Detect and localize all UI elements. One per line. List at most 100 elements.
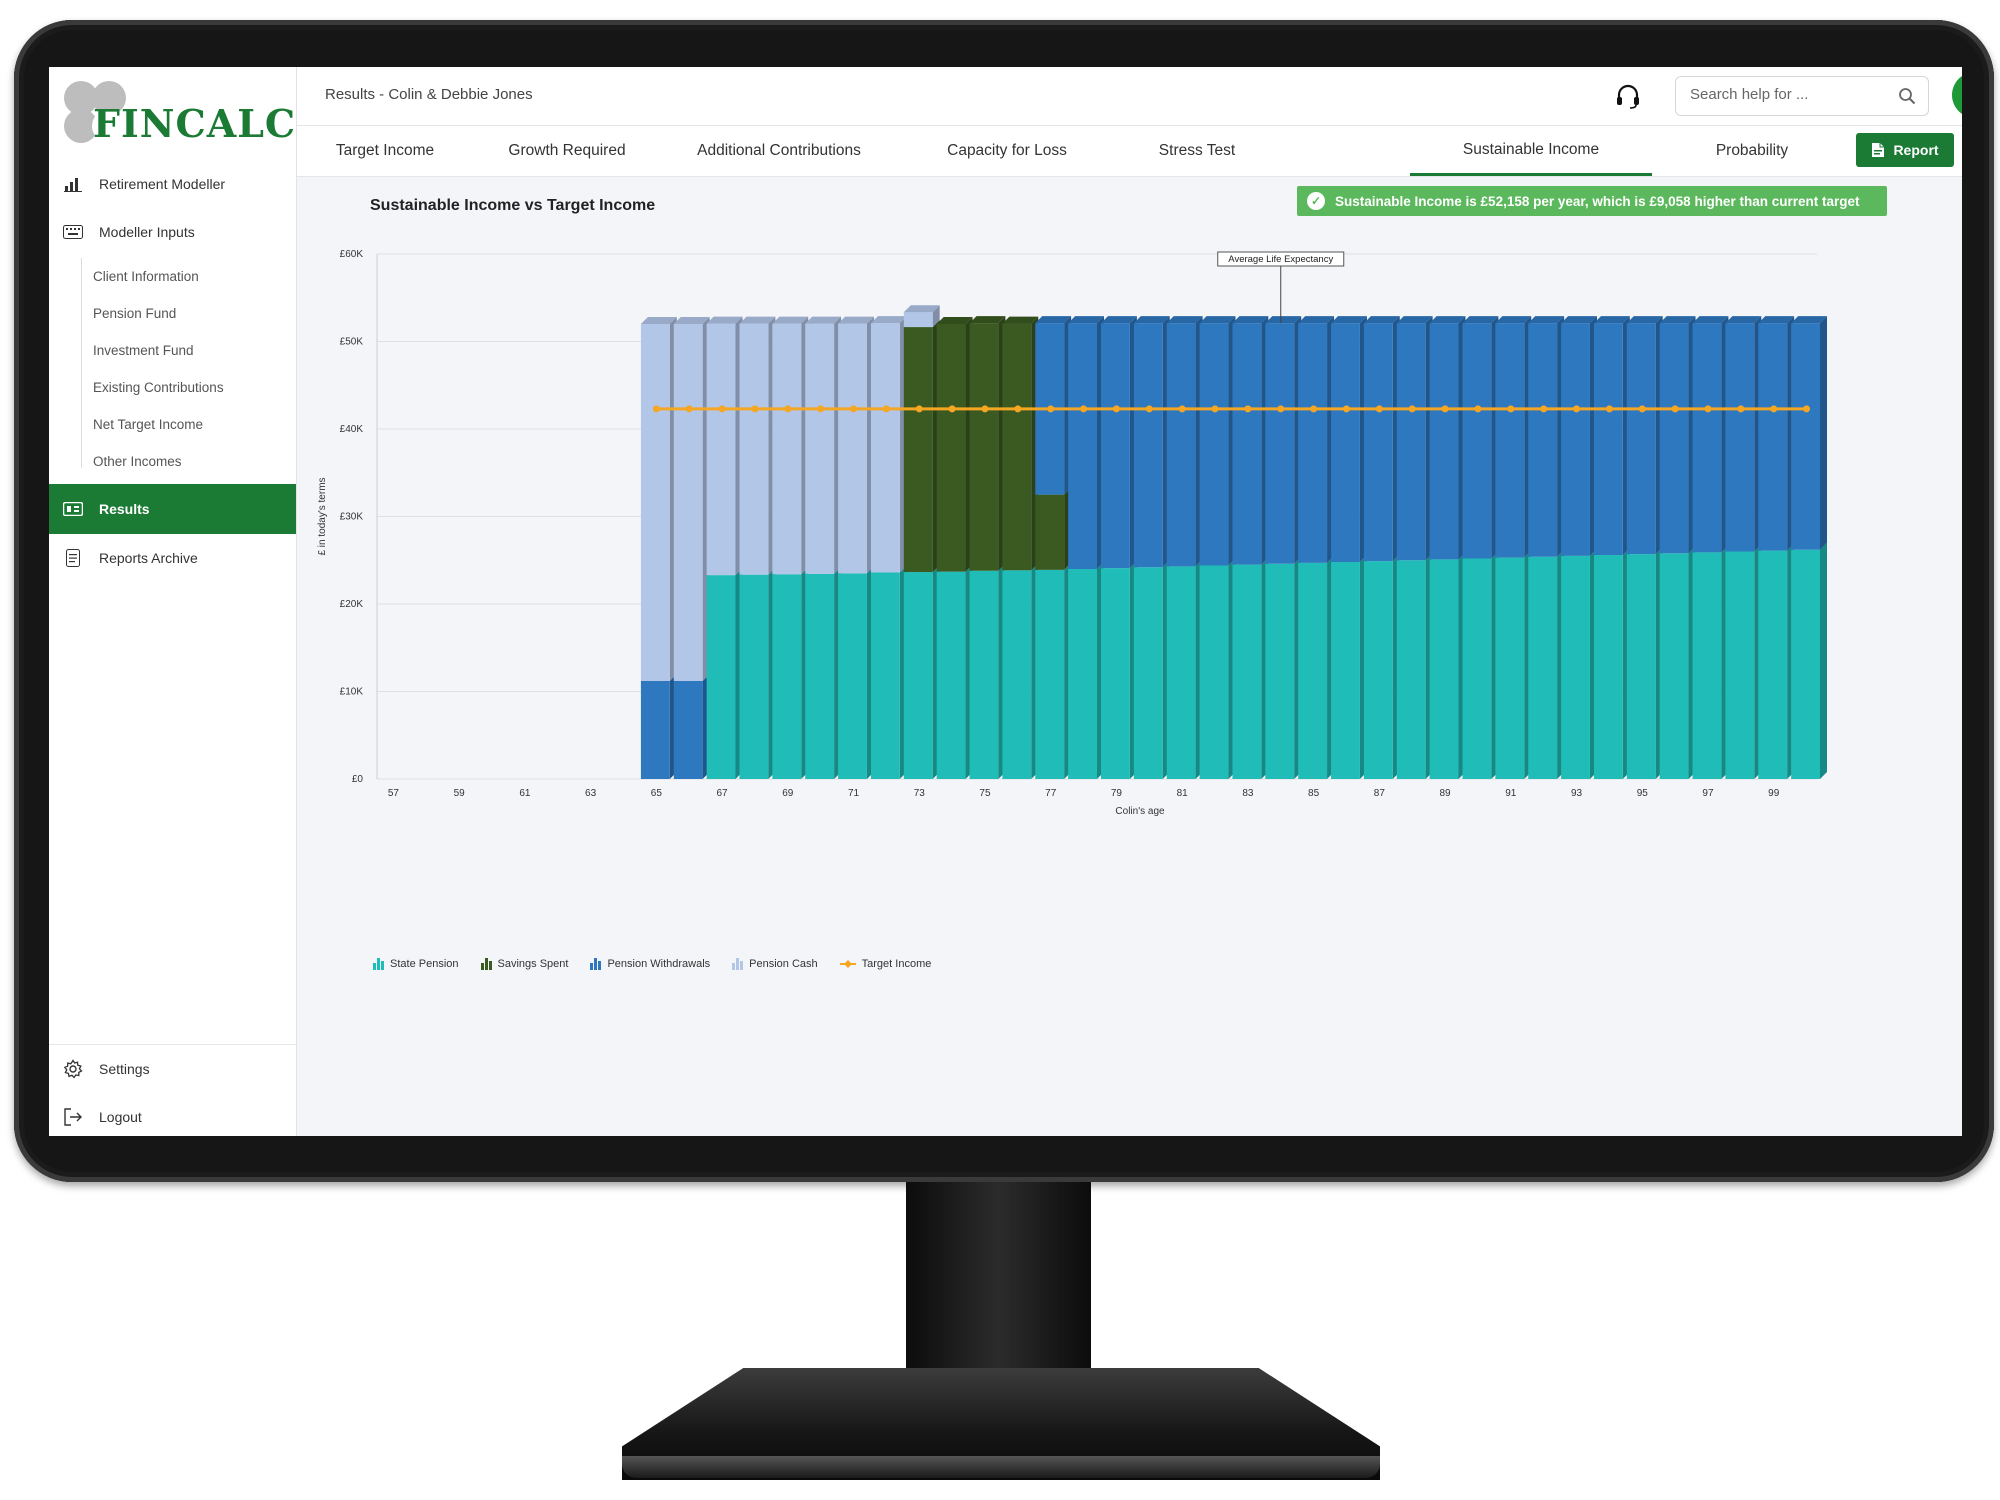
tab-growth-required[interactable]: Growth Required	[508, 142, 626, 159]
bar-segment	[1002, 570, 1032, 779]
sidebar-subitem-client-information[interactable]: Client Information	[93, 268, 199, 284]
legend-label: Pension Withdrawals	[607, 958, 711, 970]
sidebar-subitem-pension-fund[interactable]: Pension Fund	[93, 305, 177, 321]
bar-segment	[1692, 552, 1722, 779]
results-icon	[63, 499, 83, 519]
legend-item[interactable]: Savings Spent	[480, 958, 568, 970]
target-income-point	[652, 405, 660, 413]
bar-top	[838, 316, 874, 324]
search-box[interactable]	[1675, 76, 1929, 116]
target-income-point	[1441, 405, 1449, 413]
bar-chart-icon	[590, 958, 602, 970]
sidebar-item-modeller-inputs[interactable]: Modeller Inputs	[49, 208, 296, 256]
target-income-point	[1145, 405, 1153, 413]
target-income-point	[1342, 405, 1350, 413]
document-icon	[63, 548, 83, 568]
legend-item[interactable]: Pension Cash	[732, 958, 818, 970]
legend-item[interactable]: Target Income	[839, 958, 931, 970]
tab-capacity-for-loss[interactable]: Capacity for Loss	[947, 142, 1067, 159]
bar-segment	[1068, 569, 1097, 779]
bar-side	[932, 305, 940, 328]
sustainable-income-chart: £0 £10K £20K £30K £40K £50K £60K £ in today's t…	[317, 249, 1827, 817]
x-tick-label: 69	[782, 788, 794, 799]
sidebar-subitem-other-incomes[interactable]: Other Incomes	[93, 453, 182, 469]
target-income-point	[1408, 405, 1416, 413]
target-income-point	[882, 405, 890, 413]
bar-top	[1002, 316, 1039, 324]
x-tick-label: 65	[651, 788, 663, 799]
bar-segment	[1199, 323, 1229, 566]
logo-text: FINCALC	[93, 101, 297, 146]
y-tick-label: £0	[352, 774, 364, 785]
bar-segment	[1002, 323, 1032, 571]
bar-segment	[1133, 567, 1163, 779]
bar-segment	[772, 574, 802, 779]
bar-segment	[1166, 566, 1196, 779]
report-button[interactable]: Report	[1856, 133, 1954, 167]
fincalc-logo[interactable]: FINCALC	[59, 77, 295, 157]
sidebar-item-logout[interactable]: Logout	[49, 1093, 296, 1136]
bar-top	[1561, 316, 1597, 324]
sidebar-subitem-investment-fund[interactable]: Investment Fund	[93, 342, 194, 358]
bar-segment	[1659, 553, 1689, 779]
bar-segment	[1101, 568, 1130, 779]
legend-item[interactable]: State Pension	[373, 958, 459, 970]
bar-segment	[1133, 323, 1163, 568]
x-tick-label: 81	[1177, 788, 1189, 799]
bar-segment	[1758, 550, 1788, 779]
x-tick-label: 87	[1374, 788, 1386, 799]
sidebar-subitem-net-target-income[interactable]: Net Target Income	[93, 416, 204, 432]
tab-target-income[interactable]: Target Income	[335, 142, 435, 159]
search-icon[interactable]	[1898, 87, 1916, 105]
bar-segment	[739, 574, 769, 779]
bar-segment	[1725, 551, 1755, 779]
target-income-point	[1244, 405, 1252, 413]
bar-chart-icon	[732, 958, 744, 970]
user-avatar[interactable]: ML	[1952, 72, 1962, 118]
bar-top	[1528, 316, 1565, 324]
bar-top	[903, 305, 940, 313]
report-button-label: Report	[1893, 142, 1939, 158]
tab-probability[interactable]: Probability	[1715, 142, 1789, 159]
bar-segment	[1265, 323, 1295, 564]
legend-item[interactable]: Pension Withdrawals	[590, 958, 710, 970]
bar-segment	[1101, 323, 1130, 569]
bar-segment	[1298, 323, 1328, 563]
target-income-point	[1047, 405, 1055, 413]
bar-top	[1035, 316, 1072, 324]
bar-segment	[1068, 323, 1097, 569]
tab-sustainable-income[interactable]: Sustainable Income	[1410, 126, 1652, 176]
bar-chart-icon	[373, 958, 384, 970]
x-tick-label: 83	[1242, 788, 1254, 799]
x-tick-label: 95	[1637, 788, 1649, 799]
top-header: Results - Colin & Debbie Jones ML ▼	[297, 67, 1962, 126]
sidebar-item-settings[interactable]: Settings	[49, 1045, 296, 1093]
bar-top	[1331, 316, 1367, 324]
sidebar-item-reports-archive[interactable]: Reports Archive	[49, 534, 296, 582]
sidebar-subitem-existing-contributions[interactable]: Existing Contributions	[93, 379, 224, 395]
x-tick-label: 97	[1702, 788, 1714, 799]
target-income-point	[1277, 405, 1285, 413]
target-income-point	[1803, 405, 1811, 413]
bar-segment	[838, 323, 867, 574]
sidebar-item-retirement-modeller[interactable]: Retirement Modeller	[49, 160, 296, 208]
target-income-point	[1375, 405, 1383, 413]
annotation-box	[1217, 251, 1345, 267]
target-income-point	[1014, 405, 1022, 413]
sidebar-item-results[interactable]: Results	[49, 484, 296, 534]
bar-top	[1133, 316, 1170, 324]
headset-support-icon[interactable]	[1614, 82, 1642, 110]
x-tick-label: 91	[1505, 788, 1517, 799]
tab-additional-contributions[interactable]: Additional Contributions	[697, 142, 861, 159]
target-income-point	[981, 405, 989, 413]
search-input[interactable]	[1688, 85, 1892, 104]
bar-top	[805, 316, 842, 324]
bar-segment	[1528, 556, 1558, 779]
bar-segment	[969, 323, 999, 571]
bar-segment	[673, 681, 703, 779]
bar-chart-icon	[480, 958, 492, 970]
bar-top	[1232, 316, 1269, 324]
tab-stress-test[interactable]: Stress Test	[1158, 142, 1236, 159]
sustainable-income-banner: ✓ Sustainable Income is £52,158 per year…	[1297, 186, 1887, 216]
sidebar-item-label: Results	[99, 501, 150, 517]
